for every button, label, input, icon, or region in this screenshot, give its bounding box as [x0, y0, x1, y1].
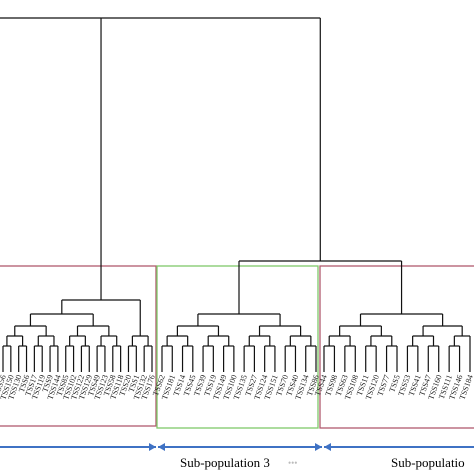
dendrogram-links: [0, 17, 471, 372]
arrow-head-left: [158, 443, 165, 451]
cluster-box: [156, 265, 319, 429]
cluster-box: [319, 265, 474, 429]
arrow-head-right: [315, 443, 322, 451]
cluster-boxes: [0, 265, 474, 429]
caption-sub-population-3: Sub-population 3: [180, 455, 270, 470]
leaf-labels: TSS56TSS150TSS130TSS6TSS17TSS119TSS9TSS1…: [0, 374, 474, 401]
arrow-head-right: [149, 443, 156, 451]
cluster-span-arrows: [0, 443, 474, 451]
leaf-label: TSS56: [0, 374, 8, 398]
caption-sub-population-4: Sub-populatio: [391, 455, 465, 470]
cluster-box: [0, 265, 157, 427]
faint-mark: •••: [288, 458, 298, 468]
arrow-head-left: [324, 443, 331, 451]
